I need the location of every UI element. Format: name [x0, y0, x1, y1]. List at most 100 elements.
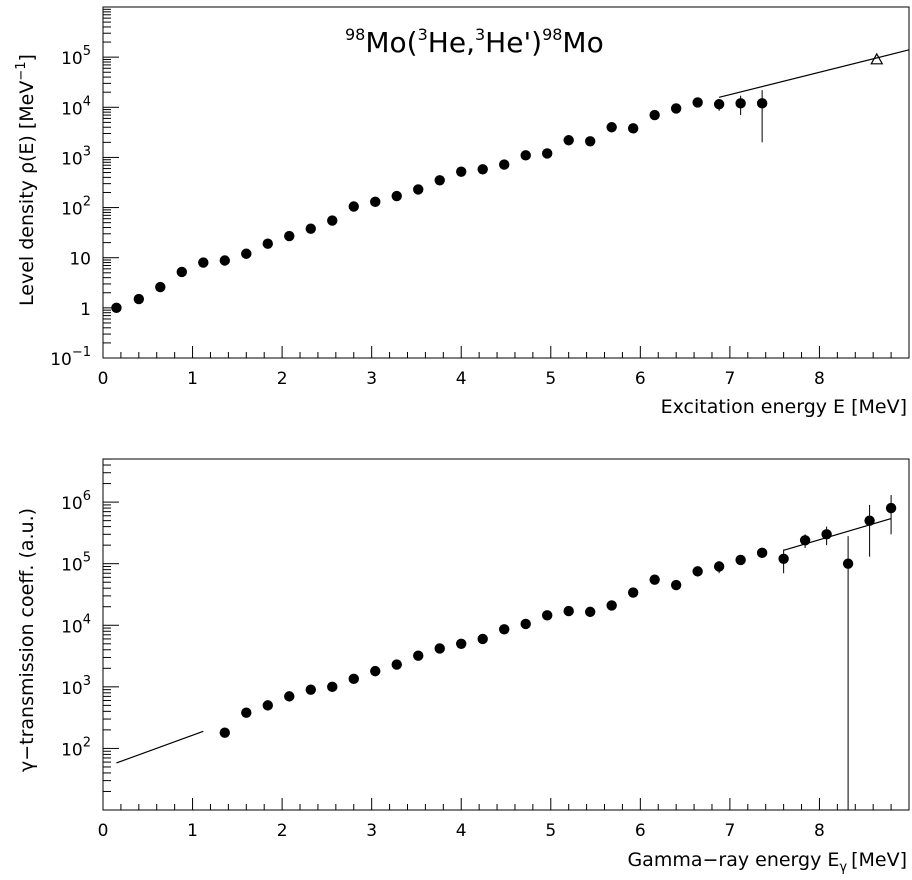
data-point — [241, 707, 252, 718]
title-residual-symbol: Mo — [562, 26, 603, 59]
y-tick-label: 102 — [61, 195, 91, 220]
x-tick-label: 7 — [724, 821, 735, 841]
data-point — [305, 223, 316, 234]
x-tick-label: 6 — [635, 821, 646, 841]
data-point — [563, 135, 574, 146]
data-point — [219, 727, 230, 738]
data-point — [520, 150, 531, 161]
data-point — [606, 600, 617, 611]
data-point — [456, 166, 467, 177]
fit-line — [116, 730, 204, 764]
y-tick-label: 105 — [61, 551, 91, 576]
x-label-unit: [MeV] — [851, 849, 907, 871]
title-nucleus-symbol: Mo — [365, 26, 406, 59]
data-point — [348, 201, 359, 212]
x-tick-label: 2 — [277, 369, 288, 389]
x-tick-label: 4 — [456, 369, 467, 389]
data-point — [434, 175, 445, 186]
data-point — [756, 547, 768, 559]
data-point — [692, 97, 703, 108]
x-tick-label: 1 — [187, 369, 198, 389]
data-point — [499, 624, 510, 635]
title-residual-mass: 98 — [542, 25, 562, 44]
data-point — [670, 103, 682, 114]
data-points-bottom — [219, 495, 897, 810]
data-point — [735, 554, 746, 566]
x-ticks-bottom: 0 1 2 3 4 5 6 7 8 — [98, 798, 910, 841]
data-point — [370, 665, 381, 677]
data-point — [370, 196, 381, 208]
fit-lines-bottom — [116, 518, 892, 764]
y-axis-label-bottom: γ−transmission coeff. (a.u.) — [16, 508, 38, 772]
triangle-marker — [870, 52, 884, 65]
data-point — [133, 293, 145, 305]
data-point — [627, 587, 639, 598]
data-point — [327, 215, 338, 226]
data-point — [219, 255, 230, 266]
data-points-top — [111, 52, 884, 314]
title-ejectile-symbol: He') — [485, 26, 542, 59]
data-point — [284, 691, 295, 702]
title-open: ( — [407, 26, 418, 59]
data-point — [262, 700, 273, 711]
title-nucleus-mass: 98 — [345, 25, 365, 44]
data-point — [391, 190, 402, 202]
data-point — [885, 502, 897, 514]
x-tick-label: 8 — [814, 821, 825, 841]
data-point — [241, 248, 252, 259]
x-tick-label: 8 — [814, 369, 825, 389]
data-point — [606, 122, 617, 133]
y-axis-label-top: Level density ρ(E) [MeV−1] — [14, 54, 38, 306]
title-ejectile-mass: 3 — [475, 25, 485, 44]
y-tick-label: 10−1 — [50, 345, 91, 370]
fit-lines-top — [718, 49, 910, 98]
data-point — [670, 579, 682, 591]
y-label-close: ] — [16, 54, 38, 61]
data-point — [713, 99, 725, 110]
data-point — [821, 529, 832, 540]
y-tick-label: 103 — [61, 674, 91, 699]
x-tick-label: 3 — [366, 821, 377, 841]
x-tick-label: 5 — [545, 369, 556, 389]
y-tick-label: 104 — [61, 94, 91, 119]
x-tick-label: 7 — [724, 369, 735, 389]
x-tick-label: 5 — [545, 821, 556, 841]
data-point — [520, 618, 531, 630]
x-tick-label: 0 — [98, 821, 109, 841]
fit-line — [718, 49, 910, 98]
data-point — [327, 681, 338, 693]
y-tick-label: 104 — [61, 612, 91, 637]
data-point — [584, 606, 596, 618]
y-tick-label: 105 — [61, 44, 91, 69]
fit-line — [783, 518, 892, 551]
data-point — [456, 638, 467, 650]
data-point — [541, 610, 553, 621]
data-point — [584, 136, 596, 147]
y-label-main: Level density ρ(E) [MeV — [16, 81, 38, 306]
data-point — [413, 184, 424, 195]
data-point — [198, 257, 209, 268]
data-point — [155, 281, 166, 293]
data-point — [563, 605, 574, 617]
data-point — [627, 123, 639, 134]
data-point — [735, 98, 746, 109]
data-point — [649, 574, 660, 585]
figure-title: 98Mo(3He,3He')98Mo — [345, 25, 604, 59]
data-point — [111, 302, 122, 314]
data-point — [499, 159, 510, 170]
data-point — [305, 684, 316, 695]
data-point — [842, 558, 854, 569]
data-point — [649, 109, 660, 121]
x-axis-label-top: Excitation energy E [MeV] — [661, 396, 907, 418]
transmission-panel: 0 1 2 3 4 5 6 7 8 102 103 104 105 106 γ−transmission… — [16, 458, 910, 875]
y-tick-label: 10 — [69, 250, 91, 270]
data-point — [713, 561, 725, 572]
y-tick-label: 1 — [80, 300, 91, 320]
data-point — [434, 643, 445, 654]
x-tick-label: 3 — [366, 369, 377, 389]
x-tick-label: 6 — [635, 369, 646, 389]
data-point — [262, 238, 273, 249]
data-point — [348, 673, 359, 685]
